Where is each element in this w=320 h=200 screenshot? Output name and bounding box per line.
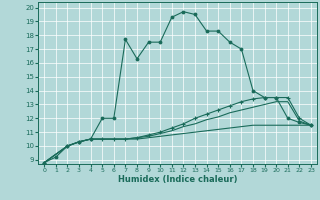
X-axis label: Humidex (Indice chaleur): Humidex (Indice chaleur) [118,175,237,184]
